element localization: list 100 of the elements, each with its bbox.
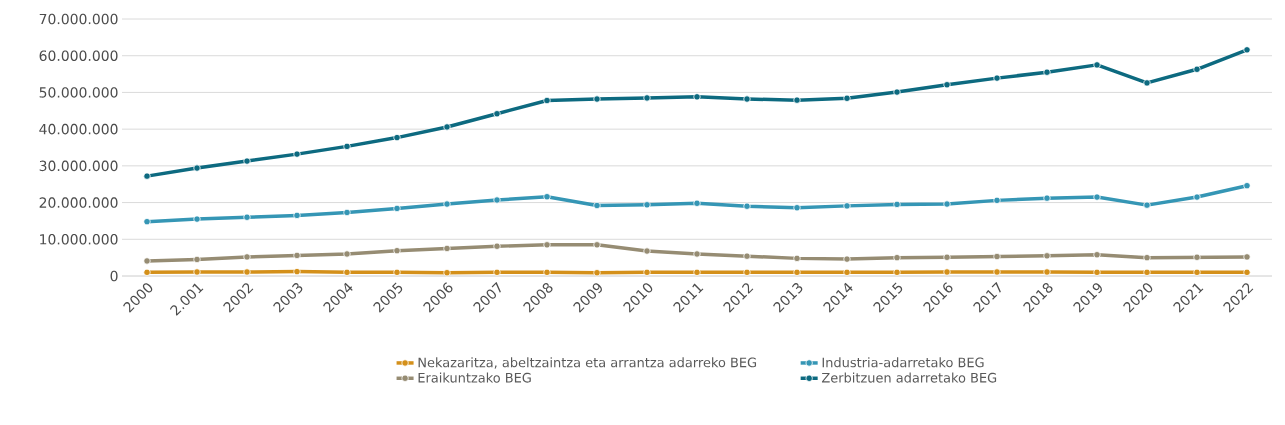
point bbox=[193, 164, 201, 172]
legend-label: Eraikuntzako BEG bbox=[418, 372, 531, 383]
point bbox=[743, 95, 751, 103]
point bbox=[1043, 68, 1051, 76]
point bbox=[243, 157, 251, 165]
point bbox=[843, 268, 851, 276]
point bbox=[1043, 194, 1051, 202]
legend-label: Industria-adarretako BEG bbox=[822, 357, 984, 368]
point bbox=[343, 268, 351, 276]
point bbox=[893, 200, 901, 208]
point bbox=[1093, 268, 1101, 276]
point bbox=[893, 88, 901, 96]
point bbox=[1143, 79, 1151, 87]
point bbox=[893, 268, 901, 276]
point bbox=[793, 254, 801, 262]
point bbox=[1193, 193, 1201, 201]
point bbox=[993, 74, 1001, 82]
point bbox=[443, 269, 451, 277]
point bbox=[743, 252, 751, 260]
point bbox=[493, 110, 501, 118]
point bbox=[1043, 252, 1051, 260]
point bbox=[193, 255, 201, 264]
point bbox=[193, 268, 201, 276]
point bbox=[1093, 251, 1101, 259]
point bbox=[943, 268, 951, 276]
y-tick-label: 20.000.000 bbox=[39, 197, 118, 208]
point bbox=[543, 241, 551, 249]
point bbox=[993, 252, 1001, 261]
point bbox=[943, 81, 951, 89]
point bbox=[593, 95, 601, 103]
point bbox=[843, 202, 851, 210]
point bbox=[593, 201, 601, 210]
point bbox=[693, 250, 701, 258]
point bbox=[943, 200, 951, 208]
y-tick-label: 60.000.000 bbox=[39, 50, 118, 61]
point bbox=[1143, 201, 1151, 209]
y-tick-label: 70.000.000 bbox=[39, 13, 118, 25]
point bbox=[1193, 253, 1201, 261]
point bbox=[143, 218, 151, 226]
point bbox=[293, 150, 301, 158]
point bbox=[793, 204, 801, 212]
point bbox=[993, 196, 1001, 204]
point bbox=[493, 196, 501, 204]
y-tick-label: 10.000.000 bbox=[40, 234, 118, 245]
point bbox=[443, 244, 451, 253]
y-tick-label: 50.000.000 bbox=[39, 87, 118, 98]
point bbox=[393, 247, 401, 255]
point bbox=[143, 268, 151, 276]
point bbox=[243, 253, 251, 261]
y-tick-label: 40.000.000 bbox=[39, 123, 118, 135]
point bbox=[493, 242, 501, 250]
point bbox=[743, 268, 751, 276]
point bbox=[1093, 61, 1101, 69]
point bbox=[543, 193, 551, 201]
point bbox=[1243, 253, 1251, 261]
point bbox=[943, 253, 951, 261]
point bbox=[293, 268, 301, 276]
point bbox=[393, 268, 401, 276]
point bbox=[443, 200, 451, 208]
legend-label: Zerbitzuen adarretako BEG bbox=[821, 372, 997, 383]
point bbox=[793, 268, 801, 276]
point bbox=[1243, 182, 1251, 190]
point bbox=[1243, 268, 1251, 276]
point bbox=[1193, 268, 1201, 276]
point bbox=[393, 134, 401, 142]
point bbox=[1243, 46, 1251, 54]
y-tick-label: 0 bbox=[110, 270, 118, 282]
point bbox=[1093, 193, 1101, 201]
point bbox=[1043, 268, 1051, 276]
point bbox=[593, 241, 601, 249]
point bbox=[643, 201, 651, 209]
point bbox=[343, 142, 351, 150]
point bbox=[343, 250, 351, 258]
point bbox=[543, 96, 551, 105]
point bbox=[843, 94, 851, 102]
point bbox=[1143, 254, 1151, 262]
point bbox=[243, 268, 251, 276]
point bbox=[243, 213, 251, 221]
point bbox=[693, 268, 701, 276]
point bbox=[693, 199, 701, 207]
point bbox=[643, 247, 651, 255]
point bbox=[893, 254, 901, 262]
point bbox=[293, 251, 301, 260]
point bbox=[493, 268, 501, 276]
point bbox=[643, 94, 651, 102]
point bbox=[343, 208, 351, 217]
point bbox=[743, 202, 751, 210]
point bbox=[793, 96, 801, 104]
point bbox=[143, 172, 151, 180]
point bbox=[843, 255, 851, 263]
point bbox=[643, 268, 651, 276]
point bbox=[993, 268, 1001, 276]
point bbox=[593, 269, 601, 277]
legend-label: Nekazaritza, abeltzaintza eta arrantza adarreko BEG bbox=[418, 357, 757, 369]
point bbox=[1193, 65, 1201, 73]
point bbox=[543, 268, 551, 276]
point bbox=[293, 211, 301, 220]
point bbox=[1143, 268, 1151, 276]
point bbox=[143, 257, 151, 265]
point bbox=[443, 123, 451, 131]
